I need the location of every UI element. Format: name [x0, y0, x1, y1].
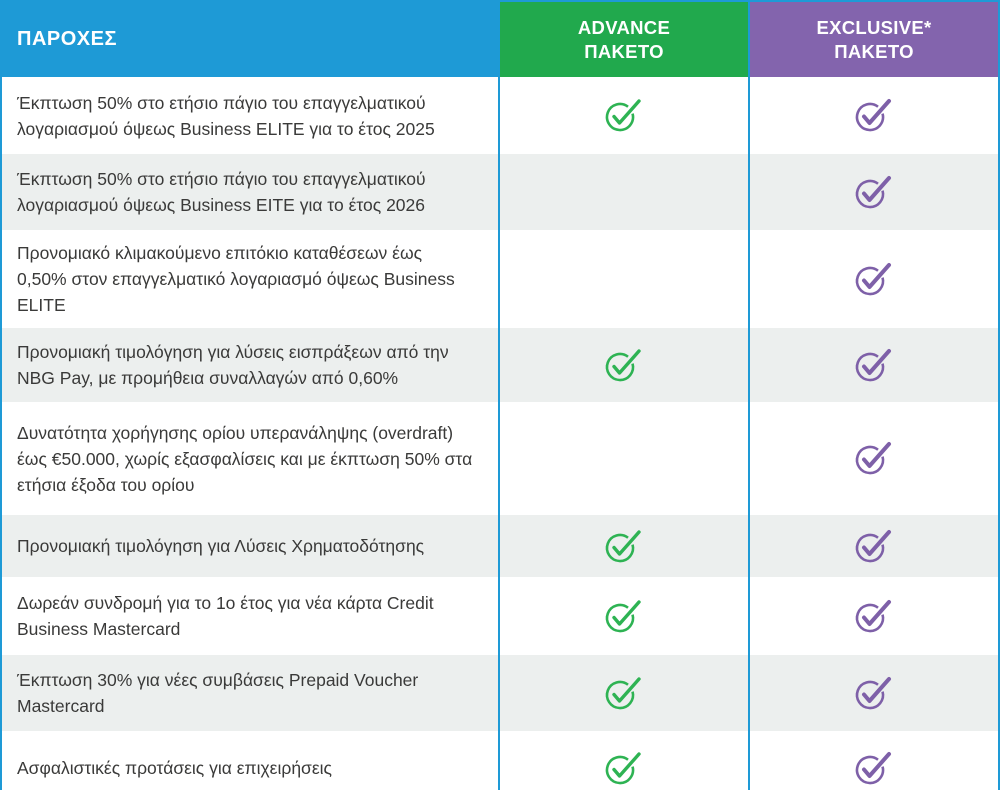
- table-body: Έκπτωση 50% στο ετήσιο πάγιο του επαγγελ…: [2, 77, 998, 790]
- feature-text: Δωρεάν συνδρομή για το 1ο έτος για νέα κ…: [17, 593, 434, 639]
- feature-text: Προνομιακό κλιμακούμενο επιτόκιο καταθέσ…: [17, 243, 455, 315]
- advance-cell: [498, 515, 748, 577]
- table-row: Δυνατότητα χορήγησης ορίου υπερανάληψης …: [2, 402, 998, 515]
- advance-cell: [498, 655, 748, 731]
- exclusive-cell: [748, 154, 998, 230]
- check-circle-icon: [605, 99, 641, 132]
- column-header-advance-package: ADVANCE ΠΑΚΕΤΟ: [498, 2, 748, 77]
- table-row: Προνομιακό κλιμακούμενο επιτόκιο καταθέσ…: [2, 230, 998, 328]
- exclusive-cell: [748, 731, 998, 790]
- column-header-exclusive-package: EXCLUSIVE* ΠΑΚΕΤΟ: [748, 2, 998, 77]
- advance-cell: [498, 77, 748, 154]
- exclusive-cell: [748, 230, 998, 328]
- check-circle-icon: [855, 676, 891, 709]
- table-row: Έκπτωση 50% στο ετήσιο πάγιο του επαγγελ…: [2, 77, 998, 154]
- check-circle-icon: [605, 529, 641, 562]
- check-circle-icon: [855, 599, 891, 632]
- table-row: Προνομιακή τιμολόγηση για Λύσεις Χρηματο…: [2, 515, 998, 577]
- advance-cell: [498, 230, 748, 328]
- advance-cell: [498, 402, 748, 515]
- exclusive-cell: [748, 655, 998, 731]
- table-row: Έκπτωση 50% στο ετήσιο πάγιο του επαγγελ…: [2, 154, 998, 230]
- exclusive-cell: [748, 328, 998, 402]
- advance-cell: [498, 731, 748, 790]
- feature-text: Ασφαλιστικές προτάσεις για επιχειρήσεις: [17, 758, 332, 778]
- feature-text: Προνομιακή τιμολόγηση για λύσεις εισπράξ…: [17, 342, 449, 388]
- table-row: Δωρεάν συνδρομή για το 1ο έτος για νέα κ…: [2, 577, 998, 655]
- exclusive-cell: [748, 515, 998, 577]
- check-circle-icon: [855, 99, 891, 132]
- check-circle-icon: [855, 348, 891, 381]
- check-circle-icon: [855, 262, 891, 295]
- check-circle-icon: [605, 676, 641, 709]
- check-circle-icon: [855, 442, 891, 475]
- check-circle-icon: [605, 751, 641, 784]
- check-circle-icon: [855, 751, 891, 784]
- table-row: Ασφαλιστικές προτάσεις για επιχειρήσεις: [2, 731, 998, 790]
- column-header-features: ΠΑΡΟΧΕΣ: [2, 2, 498, 77]
- table-header-row: ΠΑΡΟΧΕΣ ADVANCE ΠΑΚΕΤΟ EXCLUSIVE* ΠΑΚΕΤΟ: [2, 2, 998, 77]
- feature-text: Έκπτωση 30% για νέες συμβάσεις Prepaid V…: [17, 670, 419, 716]
- exclusive-cell: [748, 77, 998, 154]
- check-circle-icon: [855, 175, 891, 208]
- table-row: Προνομιακή τιμολόγηση για λύσεις εισπράξ…: [2, 328, 998, 402]
- feature-text: Προνομιακή τιμολόγηση για Λύσεις Χρηματο…: [17, 536, 425, 556]
- advance-cell: [498, 577, 748, 655]
- check-circle-icon: [855, 529, 891, 562]
- table-row: Έκπτωση 30% για νέες συμβάσεις Prepaid V…: [2, 655, 998, 731]
- check-circle-icon: [605, 348, 641, 381]
- feature-text: Δυνατότητα χορήγησης ορίου υπερανάληψης …: [17, 422, 473, 495]
- exclusive-cell: [748, 402, 998, 515]
- feature-text: Έκπτωση 50% στο ετήσιο πάγιο του επαγγελ…: [17, 169, 426, 215]
- check-circle-icon: [605, 599, 641, 632]
- exclusive-cell: [748, 577, 998, 655]
- advance-cell: [498, 328, 748, 402]
- feature-text: Έκπτωση 50% στο ετήσιο πάγιο του επαγγελ…: [17, 92, 435, 139]
- advance-cell: [498, 154, 748, 230]
